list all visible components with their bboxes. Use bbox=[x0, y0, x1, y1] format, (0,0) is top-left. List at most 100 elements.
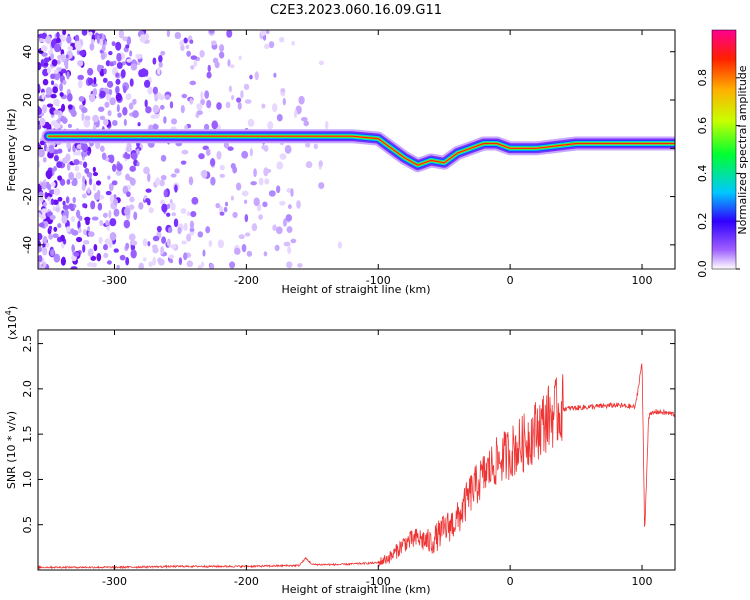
noise-speckle bbox=[98, 236, 103, 244]
noise-speckle bbox=[210, 176, 216, 186]
y-tick-label: 1.0 bbox=[21, 471, 34, 489]
noise-speckle bbox=[206, 99, 212, 109]
noise-speckle bbox=[62, 204, 70, 211]
noise-speckle bbox=[92, 172, 99, 177]
noise-speckle bbox=[130, 63, 138, 71]
noise-speckle bbox=[59, 178, 66, 186]
noise-speckle bbox=[258, 177, 264, 186]
noise-speckle bbox=[77, 74, 84, 81]
y-tick-label: 2.5 bbox=[21, 335, 34, 353]
noise-speckle bbox=[166, 238, 171, 247]
noise-speckle bbox=[202, 249, 206, 257]
noise-speckle bbox=[121, 61, 126, 66]
noise-speckle bbox=[52, 206, 56, 211]
noise-speckle bbox=[129, 78, 134, 87]
noise-speckle bbox=[122, 185, 129, 195]
noise-speckle bbox=[101, 152, 107, 160]
noise-speckle bbox=[262, 201, 268, 208]
noise-speckle bbox=[296, 200, 301, 209]
noise-speckle bbox=[105, 93, 111, 101]
noise-speckle bbox=[241, 244, 247, 253]
noise-speckle bbox=[50, 249, 55, 257]
noise-speckle bbox=[38, 246, 43, 253]
noise-speckle bbox=[188, 176, 194, 186]
noise-speckle bbox=[147, 86, 153, 95]
noise-speckle bbox=[39, 37, 44, 43]
noise-speckle bbox=[125, 44, 130, 49]
noise-speckle bbox=[109, 194, 115, 204]
noise-speckle bbox=[158, 61, 163, 68]
noise-speckle bbox=[279, 153, 287, 160]
noise-speckle bbox=[39, 140, 45, 146]
noise-speckle bbox=[128, 233, 136, 241]
noise-speckle bbox=[129, 165, 137, 172]
noise-speckle bbox=[264, 178, 270, 185]
noise-speckle bbox=[38, 222, 45, 228]
noise-speckle bbox=[124, 151, 128, 159]
noise-speckle bbox=[290, 188, 294, 197]
noise-speckle bbox=[108, 182, 114, 192]
noise-speckle bbox=[121, 53, 126, 59]
noise-speckle bbox=[119, 254, 126, 261]
noise-speckle bbox=[126, 36, 132, 45]
noise-speckle bbox=[246, 250, 253, 257]
noise-speckle bbox=[42, 78, 49, 86]
noise-speckle bbox=[65, 54, 69, 59]
noise-speckle bbox=[219, 173, 226, 178]
noise-speckle bbox=[125, 257, 130, 266]
noise-speckle bbox=[77, 220, 81, 230]
noise-speckle bbox=[52, 233, 59, 239]
noise-speckle bbox=[142, 257, 147, 262]
noise-speckle bbox=[108, 210, 112, 219]
noise-speckle bbox=[297, 263, 303, 268]
noise-speckle bbox=[204, 90, 210, 99]
noise-speckle bbox=[83, 118, 91, 128]
noise-speckle bbox=[282, 97, 287, 106]
noise-speckle bbox=[70, 109, 77, 117]
snr-xlabel: Height of straight line (km) bbox=[281, 583, 430, 596]
snr-ticks: -300 -200 -100 0 100 0.5 1.0 1.5 2.0 2.5 bbox=[21, 330, 675, 588]
noise-speckle bbox=[286, 261, 293, 269]
noise-speckle bbox=[284, 144, 292, 154]
noise-speckle bbox=[115, 170, 122, 176]
noise-speckle bbox=[99, 38, 104, 46]
noise-speckle bbox=[50, 80, 55, 86]
noise-speckle bbox=[48, 144, 55, 154]
noise-speckle bbox=[108, 51, 113, 56]
noise-speckle bbox=[138, 202, 144, 210]
noise-speckle bbox=[280, 88, 286, 93]
noise-speckle bbox=[43, 143, 47, 152]
noise-speckle bbox=[74, 40, 82, 50]
noise-speckle bbox=[303, 120, 310, 127]
noise-speckle bbox=[74, 165, 80, 172]
noise-speckle bbox=[200, 261, 205, 268]
noise-speckle bbox=[46, 67, 52, 75]
noise-speckle bbox=[82, 228, 88, 236]
noise-speckle bbox=[92, 114, 99, 123]
noise-speckle bbox=[106, 225, 110, 231]
noise-speckle bbox=[218, 44, 225, 52]
noise-speckle bbox=[50, 198, 54, 206]
noise-speckle bbox=[241, 190, 249, 197]
snr-multiplier-base: (x10 bbox=[6, 315, 19, 340]
noise-speckle bbox=[174, 168, 180, 174]
noise-speckle bbox=[189, 220, 195, 230]
noise-speckle bbox=[228, 85, 232, 93]
noise-speckle bbox=[276, 113, 283, 122]
noise-speckle bbox=[123, 85, 127, 94]
noise-speckle bbox=[203, 123, 210, 131]
noise-speckle bbox=[60, 53, 66, 63]
noise-speckle bbox=[125, 93, 132, 101]
noise-speckle bbox=[181, 240, 187, 245]
noise-speckle bbox=[268, 41, 275, 49]
noise-speckle bbox=[132, 98, 137, 105]
noise-speckle bbox=[124, 220, 129, 227]
noise-speckle bbox=[169, 258, 173, 264]
noise-speckle bbox=[66, 35, 72, 44]
noise-speckle bbox=[89, 42, 95, 51]
noise-speckle bbox=[287, 246, 292, 255]
noise-speckle bbox=[106, 80, 114, 88]
noise-speckle bbox=[240, 90, 244, 99]
noise-speckle bbox=[38, 261, 41, 269]
